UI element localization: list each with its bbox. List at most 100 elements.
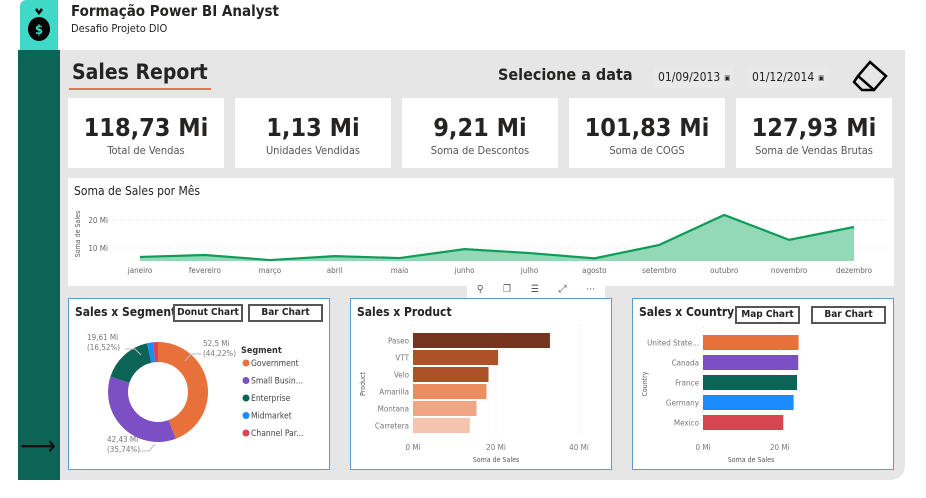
date-end-input[interactable]: 01/12/2014 ▣ [748,68,829,88]
more-icon[interactable]: ⋯ [586,284,596,295]
leader-line [139,443,156,452]
y-axis-title: Country [641,371,649,396]
eraser-icon[interactable] [852,60,892,94]
donut-slice[interactable] [147,342,156,363]
kpi-label: Soma de Vendas Brutas [755,144,873,157]
bar[interactable] [413,401,477,416]
logo-tile: $ [20,0,58,50]
kpi-card: 9,21 Mi Soma de Descontos [402,98,558,168]
pin-icon[interactable]: ⚲ [476,284,484,295]
kpi-value: 101,83 Mi [584,113,710,142]
bar[interactable] [703,355,799,370]
bar[interactable] [413,384,487,399]
donut-chart-button[interactable]: Donut Chart [173,304,243,322]
date-start-value: 01/09/2013 [658,70,721,84]
legend-item[interactable]: Channel Par... [251,429,303,439]
legend-item[interactable]: Government [251,359,299,369]
y-tick-label: Paseo [388,337,410,346]
copy-icon[interactable]: ❐ [503,284,512,295]
app-title: Formação Power BI Analyst [71,2,279,20]
date-end-value: 01/12/2014 [752,70,815,84]
date-label: Selecione a data [498,65,633,84]
y-axis-title: Soma de Sales [74,211,82,257]
x-tick-label: maio [391,266,409,275]
kpi-card: 127,93 Mi Soma de Vendas Brutas [736,98,892,168]
donut-slice[interactable] [158,342,208,439]
y-tick-label: France [675,379,699,388]
kpi-value: 118,73 Mi [83,113,209,142]
product-chart-panel: Sales x Product 0 Mi 20 Mi 40 Mi Paseo VTT Ve… [350,298,612,470]
x-tick-label: 20 Mi [770,443,790,452]
segment-chart-panel: Sales x Segment Donut Chart Bar Chart 52… [68,298,330,470]
y-tick-label: Germany [666,399,700,408]
legend-marker [242,377,250,384]
arrow-right-icon[interactable]: ⟶ [20,429,57,462]
legend-item[interactable]: Enterprise [251,394,291,404]
bar[interactable] [413,333,550,348]
x-tick-label: março [259,266,282,275]
legend-title: Segment [241,346,282,356]
x-axis-title: Soma de Sales [473,456,519,464]
page-title: Sales Report [72,60,208,84]
bar[interactable] [413,418,470,433]
kpi-card: 101,83 Mi Soma de COGS [569,98,725,168]
x-tick-label: 0 Mi [695,443,710,452]
x-tick-label: outubro [710,266,739,275]
data-label-pct: (35,74%) [107,445,140,454]
bar[interactable] [413,350,499,365]
bar[interactable] [703,395,794,410]
bar[interactable] [703,415,784,430]
data-label: 42,43 Mi [107,435,138,444]
segment-chart-title: Sales x Segment [75,305,177,319]
bar-chart-button[interactable]: Bar Chart [248,304,323,322]
country-chart-panel: Sales x Country Map Chart Bar Chart 0 Mi… [632,298,894,470]
line-chart-panel: Soma de Sales por Mês Soma de Sales 10 Mi… [68,178,894,286]
visual-toolbar: ⚲ ❐ ☰ ⤢ ⋯ [467,284,605,300]
kpi-value: 127,93 Mi [751,113,877,142]
donut-slice[interactable] [153,342,158,363]
calendar-icon: ▣ [724,73,731,82]
leader-line [184,353,201,362]
y-tick-label: Mexico [674,419,700,428]
filter-icon[interactable]: ☰ [530,284,539,295]
donut-slice[interactable] [110,343,152,383]
kpi-label: Unidades Vendidas [265,144,361,157]
data-label: 19,61 Mi [87,333,118,342]
x-tick-label: 40 Mi [569,443,589,452]
legend-marker [242,359,250,367]
donut-slice[interactable] [108,376,176,442]
product-chart-title: Sales x Product [357,305,452,319]
bar-chart-button[interactable]: Bar Chart [811,306,886,324]
bar[interactable] [703,375,798,390]
legend-item[interactable]: Midmarket [251,412,292,422]
leader-line [125,348,142,356]
line-chart-title: Soma de Sales por Mês [74,184,201,198]
x-tick-label: novembro [771,266,808,275]
kpi-value: 1,13 Mi [266,113,360,142]
bar[interactable] [703,335,799,350]
date-start-input[interactable]: 01/09/2013 ▣ [654,68,735,88]
y-tick-label: Velo [394,371,410,380]
y-axis-title: Product [359,372,367,396]
kpi-card: 1,13 Mi Unidades Vendidas [235,98,391,168]
sidebar [18,50,60,480]
y-tick-label: Montana [378,405,409,414]
x-tick-label: fevereiro [189,266,222,275]
kpi-label: Soma de COGS [609,144,685,157]
title-underline [69,88,211,90]
x-tick-label: setembro [642,266,677,275]
kpi-value: 9,21 Mi [433,113,527,142]
y-tick-label: Canada [672,359,699,368]
legend-marker [242,394,250,402]
map-chart-button[interactable]: Map Chart [735,306,800,324]
x-tick-label: janeiro [127,266,153,275]
legend-item[interactable]: Small Busin... [251,377,303,387]
kpi-label: Total de Vendas [107,144,185,157]
focus-icon[interactable]: ⤢ [558,284,567,295]
area-fill [140,214,854,261]
data-label-pct: (44,22%) [203,349,236,358]
bar[interactable] [413,367,489,382]
legend-marker [242,429,250,437]
country-chart-title: Sales x Country [639,305,735,319]
kpi-card: 118,73 Mi Total de Vendas [68,98,224,168]
